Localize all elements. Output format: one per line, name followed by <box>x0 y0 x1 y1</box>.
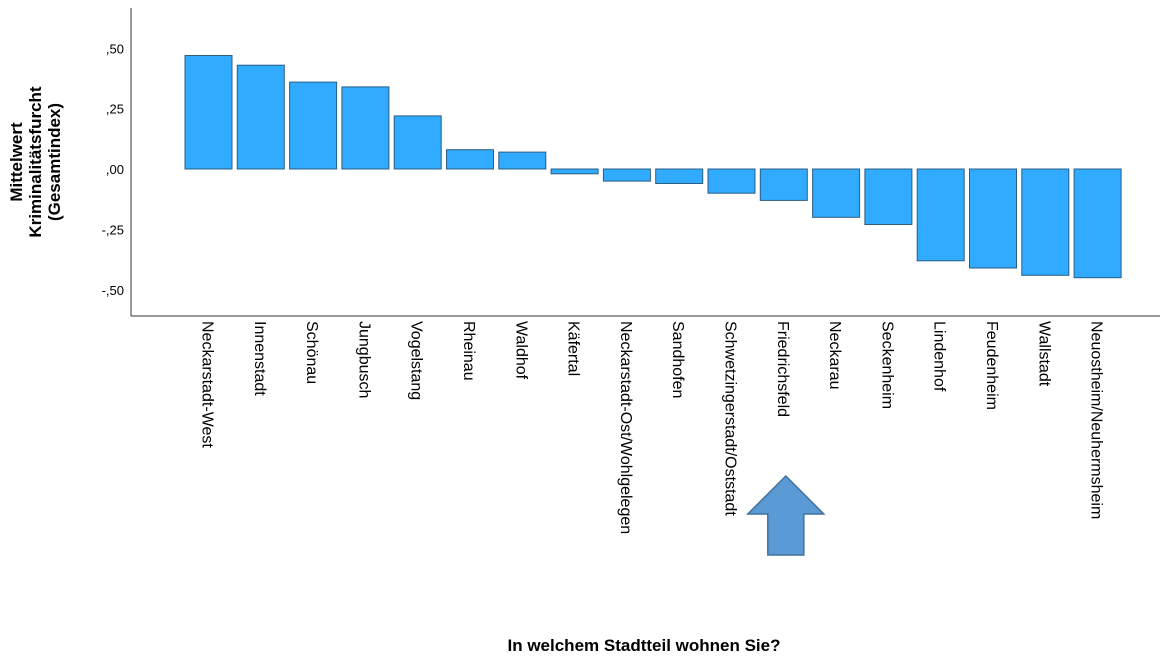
x-tick-label: Wallstadt <box>1035 321 1052 387</box>
x-tick-labels: Neckarstadt-West Innenstadt Schönau Jungbus… <box>199 321 1105 534</box>
x-axis-title: In welchem Stadtteil wohnen Sie? <box>508 636 781 655</box>
y-axis-title: Mittelwert Kriminalitätsfurcht (Gesamtinde… <box>7 86 64 237</box>
x-tick-label: Sandhofen <box>669 321 686 398</box>
bar-waldhof <box>498 151 547 170</box>
bar-wallstadt <box>1021 168 1070 276</box>
bar-sandhofen <box>655 168 704 184</box>
y-tick-label: -,25 <box>102 222 124 237</box>
y-tick-label: ,50 <box>106 41 124 56</box>
x-tick-label: Jungbusch <box>355 321 372 398</box>
x-tick-label: Innenstadt <box>251 321 268 396</box>
x-tick-label: Waldhof <box>512 321 529 380</box>
x-tick-label: Neckarstadt-West <box>199 321 216 448</box>
x-tick-label: Lindenhof <box>931 321 948 392</box>
highlight-up-arrow-icon <box>745 474 826 556</box>
bar-schönau <box>289 81 338 170</box>
bar-lindenhof <box>916 168 965 262</box>
bar-feudenheim <box>969 168 1017 269</box>
y-axis-title-line: (Gesamtindex) <box>45 103 64 221</box>
y-tick-label: -,50 <box>102 283 124 298</box>
x-tick-label: Käfertal <box>565 321 582 376</box>
bar-schwetzingerstadt-oststadt <box>707 168 756 194</box>
x-tick-label: Friedrichsfeld <box>774 321 791 417</box>
bar-friedrichsfeld <box>759 168 808 201</box>
x-tick-label: Feudenheim <box>983 321 1000 410</box>
bar-neuostheim-neuhermsheim <box>1073 168 1122 279</box>
x-tick-label: Seckenheim <box>878 321 895 409</box>
x-tick-label: Vogelstang <box>408 321 425 400</box>
x-tick-label: Neckarstadt-Ost/Wohlgelegen <box>617 321 634 534</box>
x-tick-label: Rheinau <box>460 321 477 381</box>
y-axis-title-line: Kriminalitätsfurcht <box>26 86 45 237</box>
bar-vogelstang <box>393 115 442 170</box>
bar-neckarstadt-west <box>184 55 233 170</box>
bar-innenstadt <box>236 64 285 170</box>
y-tick-label: ,00 <box>106 162 124 177</box>
x-tick-label: Neckarau <box>826 321 843 389</box>
bar-neckarau <box>812 168 861 218</box>
bar-neckarstadt-ost-wohlgelegen <box>602 168 651 182</box>
y-axis-title-line: Mittelwert <box>7 122 26 202</box>
bar-käfertal <box>550 168 599 175</box>
y-tick-label: ,25 <box>106 102 124 117</box>
x-tick-label: Neuostheim/Neuhermsheim <box>1088 321 1105 519</box>
y-tick-labels: ,50 ,25 ,00 -,25 -,50 <box>102 41 124 298</box>
x-tick-label: Schwetzingerstadt/Oststadt <box>722 321 739 516</box>
bar-jungbusch <box>341 86 390 170</box>
x-tick-label: Schönau <box>303 321 320 384</box>
bar-rheinau <box>446 149 494 170</box>
bar-seckenheim <box>864 168 913 225</box>
bars-group <box>184 55 1122 279</box>
